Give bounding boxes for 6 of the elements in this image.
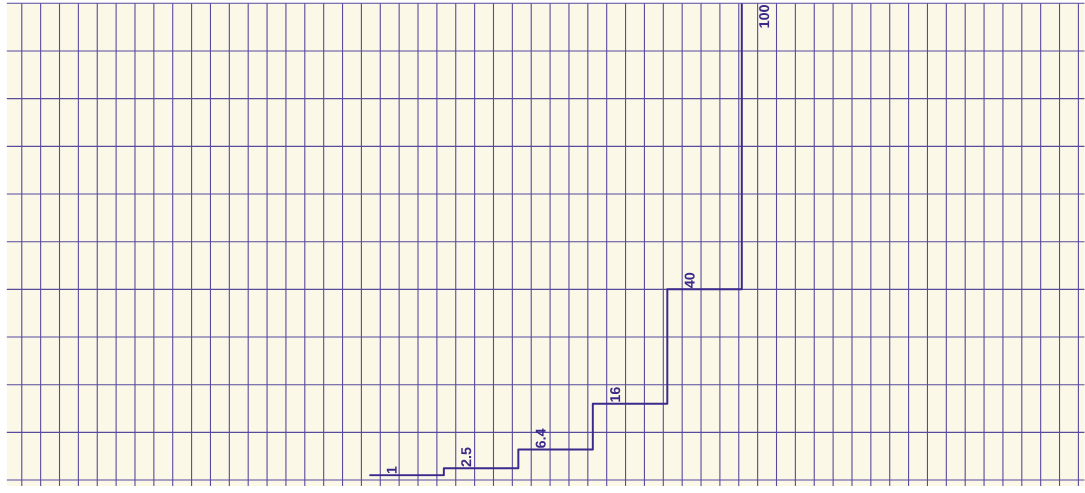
data-label: 6.4 [535, 428, 546, 448]
data-label: 1 [386, 466, 397, 474]
data-label: 40 [684, 272, 695, 289]
data-label: 2.5 [461, 447, 472, 467]
data-label: 16 [610, 387, 621, 402]
data-label: 100 [759, 5, 770, 28]
